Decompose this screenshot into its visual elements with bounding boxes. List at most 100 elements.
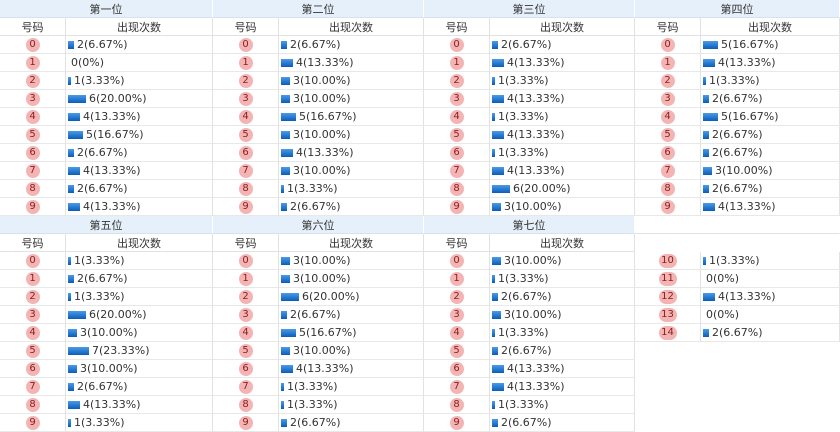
count-cell: 2(6.67%) bbox=[490, 342, 635, 360]
number-ball: 0 bbox=[449, 37, 464, 52]
count-cell: 4(13.33%) bbox=[490, 90, 635, 108]
count-bar bbox=[492, 166, 504, 175]
number-ball: 6 bbox=[238, 145, 253, 160]
number-ball: 5 bbox=[238, 127, 253, 142]
section-title: 第二位 bbox=[213, 0, 424, 18]
number-cell: 6 bbox=[0, 360, 66, 378]
count-bar bbox=[281, 40, 287, 49]
count-cell: 2(6.67%) bbox=[66, 36, 213, 54]
number-cell: 2 bbox=[0, 72, 66, 90]
count-label: 5(16.67%) bbox=[299, 110, 357, 123]
number-cell: 0 bbox=[213, 36, 279, 54]
count-label: 1(3.33%) bbox=[498, 398, 549, 411]
count-bar bbox=[492, 400, 495, 409]
number-ball: 9 bbox=[25, 415, 40, 430]
count-bar bbox=[68, 166, 80, 175]
count-cell: 1(3.33%) bbox=[701, 252, 840, 270]
number-cell: 13 bbox=[635, 306, 701, 324]
count-label: 4(13.33%) bbox=[296, 146, 354, 159]
number-cell: 4 bbox=[635, 108, 701, 126]
count-cell: 4(13.33%) bbox=[490, 54, 635, 72]
count-cell: 3(10.00%) bbox=[66, 360, 213, 378]
count-bar bbox=[492, 184, 510, 193]
count-bar bbox=[281, 382, 284, 391]
count-cell: 0(0%) bbox=[66, 54, 213, 72]
number-ball: 9 bbox=[238, 415, 253, 430]
section-title: 第四位 bbox=[635, 0, 840, 18]
number-ball: 8 bbox=[449, 397, 464, 412]
count-label: 2(6.67%) bbox=[290, 200, 341, 213]
number-cell: 6 bbox=[635, 144, 701, 162]
count-label: 1(3.33%) bbox=[74, 416, 125, 429]
count-bar bbox=[281, 130, 290, 139]
count-label: 2(6.67%) bbox=[77, 38, 128, 51]
count-bar bbox=[68, 400, 80, 409]
count-bar bbox=[703, 58, 715, 67]
count-label: 2(6.67%) bbox=[77, 182, 128, 195]
count-label: 3(10.00%) bbox=[293, 74, 351, 87]
count-cell: 4(13.33%) bbox=[490, 378, 635, 396]
count-label: 2(6.67%) bbox=[712, 326, 763, 339]
count-bar bbox=[281, 328, 296, 337]
count-bar bbox=[492, 382, 504, 391]
count-label: 2(6.67%) bbox=[77, 146, 128, 159]
count-bar bbox=[281, 346, 290, 355]
number-ball: 9 bbox=[238, 199, 253, 214]
count-cell: 4(13.33%) bbox=[701, 288, 840, 306]
count-label: 4(13.33%) bbox=[83, 398, 141, 411]
count-label: 5(16.67%) bbox=[721, 38, 779, 51]
number-ball: 1 bbox=[449, 55, 464, 70]
count-cell: 2(6.67%) bbox=[490, 36, 635, 54]
number-ball: 9 bbox=[660, 199, 675, 214]
count-label: 2(6.67%) bbox=[77, 380, 128, 393]
count-label: 1(3.33%) bbox=[709, 254, 760, 267]
count-label: 4(13.33%) bbox=[83, 164, 141, 177]
number-cell: 12 bbox=[635, 288, 701, 306]
count-label: 2(6.67%) bbox=[712, 182, 763, 195]
count-bar bbox=[492, 256, 501, 265]
count-label: 3(10.00%) bbox=[293, 254, 351, 267]
count-cell: 1(3.33%) bbox=[490, 396, 635, 414]
number-ball: 0 bbox=[25, 37, 40, 52]
count-cell: 0(0%) bbox=[701, 306, 840, 324]
count-label: 2(6.67%) bbox=[712, 92, 763, 105]
count-label: 3(10.00%) bbox=[504, 200, 562, 213]
count-cell: 1(3.33%) bbox=[279, 396, 424, 414]
number-cell: 5 bbox=[0, 342, 66, 360]
count-bar bbox=[492, 292, 498, 301]
number-header: 号码 bbox=[635, 18, 701, 36]
count-cell: 2(6.67%) bbox=[279, 36, 424, 54]
count-bar bbox=[281, 400, 284, 409]
number-ball: 1 bbox=[660, 55, 675, 70]
number-ball: 3 bbox=[238, 307, 253, 322]
count-header: 出现次数 bbox=[701, 18, 840, 36]
count-bar bbox=[703, 256, 706, 265]
count-cell: 6(20.00%) bbox=[66, 306, 213, 324]
number-ball: 2 bbox=[660, 73, 675, 88]
number-cell: 1 bbox=[213, 54, 279, 72]
count-label: 1(3.33%) bbox=[498, 110, 549, 123]
count-cell: 2(6.67%) bbox=[66, 180, 213, 198]
number-ball: 0 bbox=[449, 253, 464, 268]
number-ball: 7 bbox=[25, 163, 40, 178]
number-header: 号码 bbox=[0, 234, 66, 252]
count-cell: 4(13.33%) bbox=[701, 198, 840, 216]
count-cell: 3(10.00%) bbox=[490, 252, 635, 270]
count-cell: 3(10.00%) bbox=[66, 324, 213, 342]
number-ball: 6 bbox=[660, 145, 675, 160]
count-bar bbox=[703, 328, 709, 337]
count-bar bbox=[703, 292, 715, 301]
count-bar bbox=[68, 148, 74, 157]
number-cell: 6 bbox=[213, 360, 279, 378]
count-label: 1(3.33%) bbox=[287, 380, 338, 393]
number-ball: 5 bbox=[660, 127, 675, 142]
number-cell: 5 bbox=[0, 126, 66, 144]
count-label: 0(0%) bbox=[706, 272, 740, 285]
count-label: 7(23.33%) bbox=[92, 344, 150, 357]
count-label: 3(10.00%) bbox=[504, 308, 562, 321]
count-cell: 1(3.33%) bbox=[490, 144, 635, 162]
number-cell: 9 bbox=[0, 414, 66, 432]
number-cell: 5 bbox=[213, 126, 279, 144]
count-cell: 4(13.33%) bbox=[490, 162, 635, 180]
number-header: 号码 bbox=[0, 18, 66, 36]
